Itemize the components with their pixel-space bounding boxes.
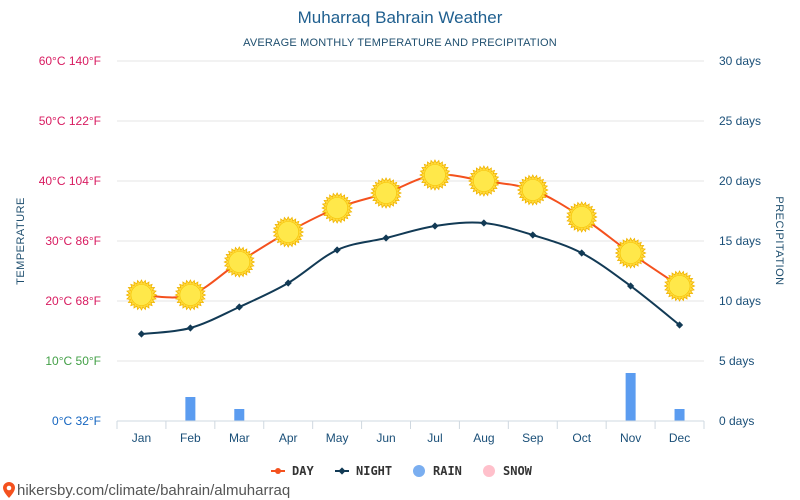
footer[interactable]: hikersby.com/climate/bahrain/almuharraq [3, 482, 290, 499]
sun-icon [467, 165, 500, 197]
sun-icon [174, 279, 207, 311]
series-lines [141, 173, 681, 335]
chart-title: Muharraq Bahrain Weather [298, 8, 503, 27]
x-tick-label: Oct [572, 431, 591, 445]
legend-item-day: DAY [271, 464, 314, 478]
night-point [333, 246, 341, 254]
night-point [186, 324, 194, 332]
footer-link[interactable]: hikersby.com/climate/bahrain/almuharraq [17, 482, 290, 499]
legend-label: NIGHT [356, 464, 392, 478]
y2-tick-label: 10 days [719, 294, 761, 308]
x-tick-label: Apr [279, 431, 298, 445]
y2-axis-ticks: 0 days 5 days 10 days 15 days 20 days 25 days… [719, 54, 761, 428]
day-series-line [141, 173, 681, 299]
sun-icon [516, 174, 549, 206]
x-tick-label: Mar [229, 431, 250, 445]
sun-icon [272, 216, 305, 248]
night-series-line [141, 221, 681, 335]
y-tick-label: 10°C 50°F [45, 354, 101, 368]
x-tick-label: Nov [620, 431, 641, 445]
night-point [382, 234, 390, 242]
x-axis-ticks: Jan Feb Mar Apr May Jun Jul Aug Sep Oct Nov Dec [132, 431, 690, 445]
y-tick-label: 50°C 122°F [39, 114, 101, 128]
legend-rain-symbol [413, 465, 425, 477]
legend-label: SNOW [503, 464, 533, 478]
night-point [480, 219, 488, 227]
legend-item-night: NIGHT [335, 464, 392, 478]
night-point [675, 321, 684, 329]
x-axis [116, 420, 705, 429]
gridlines [117, 60, 704, 362]
y2-tick-label: 20 days [719, 174, 761, 188]
night-point [578, 249, 586, 257]
chart-subtitle: AVERAGE MONTHLY TEMPERATURE AND PRECIPIT… [243, 37, 557, 49]
night-point [284, 279, 292, 287]
sun-icon [125, 279, 158, 311]
y2-tick-label: 0 days [719, 414, 754, 428]
x-tick-label: May [326, 431, 349, 445]
legend-label: DAY [292, 464, 314, 478]
x-tick-label: Jan [132, 431, 151, 445]
sun-icon [614, 237, 647, 269]
sun-icon [663, 270, 696, 302]
legend-item-snow: SNOW [483, 464, 533, 478]
y-tick-label: 20°C 68°F [45, 294, 101, 308]
legend-day-dot [275, 468, 281, 474]
y2-axis-label: PRECIPITATION [773, 196, 785, 285]
y-axis-label: TEMPERATURE [15, 197, 27, 285]
y-tick-label: 30°C 86°F [45, 234, 101, 248]
x-tick-label: Jul [427, 431, 442, 445]
x-tick-label: Dec [669, 431, 690, 445]
y-tick-label: 40°C 104°F [39, 174, 101, 188]
night-point [235, 303, 243, 311]
rain-bar [185, 397, 196, 421]
sun-icon [370, 177, 402, 209]
x-tick-label: Jun [376, 431, 395, 445]
rain-bar [234, 409, 245, 421]
legend-night-diamond [338, 467, 346, 475]
sun-icon [223, 246, 256, 278]
night-point [627, 282, 635, 290]
y2-tick-label: 30 days [719, 54, 761, 68]
rain-bars [185, 373, 685, 421]
y2-tick-label: 5 days [719, 354, 754, 368]
x-tick-label: Aug [473, 431, 494, 445]
night-point [431, 222, 439, 230]
x-tick-label: Sep [522, 431, 544, 445]
y-tick-label: 0°C 32°F [52, 414, 101, 428]
legend: DAY NIGHT RAIN SNOW [271, 464, 533, 478]
night-point [529, 231, 537, 239]
sun-icon [321, 192, 354, 224]
y-tick-label: 60°C 140°F [39, 54, 101, 68]
night-point [137, 330, 146, 338]
rain-bar [625, 373, 636, 421]
legend-item-rain: RAIN [413, 464, 462, 478]
y2-tick-label: 25 days [719, 114, 761, 128]
legend-snow-symbol [483, 465, 495, 477]
sun-icon [419, 159, 451, 191]
location-pin-icon [3, 482, 15, 498]
y2-tick-label: 15 days [719, 234, 761, 248]
legend-label: RAIN [433, 464, 462, 478]
series-markers [125, 159, 696, 338]
sun-icon [565, 201, 598, 233]
y-axis-ticks: 0°C 32°F 10°C 50°F 20°C 68°F 30°C 86°F 40°C … [39, 54, 101, 428]
rain-bar [674, 409, 685, 421]
x-tick-label: Feb [180, 431, 201, 445]
